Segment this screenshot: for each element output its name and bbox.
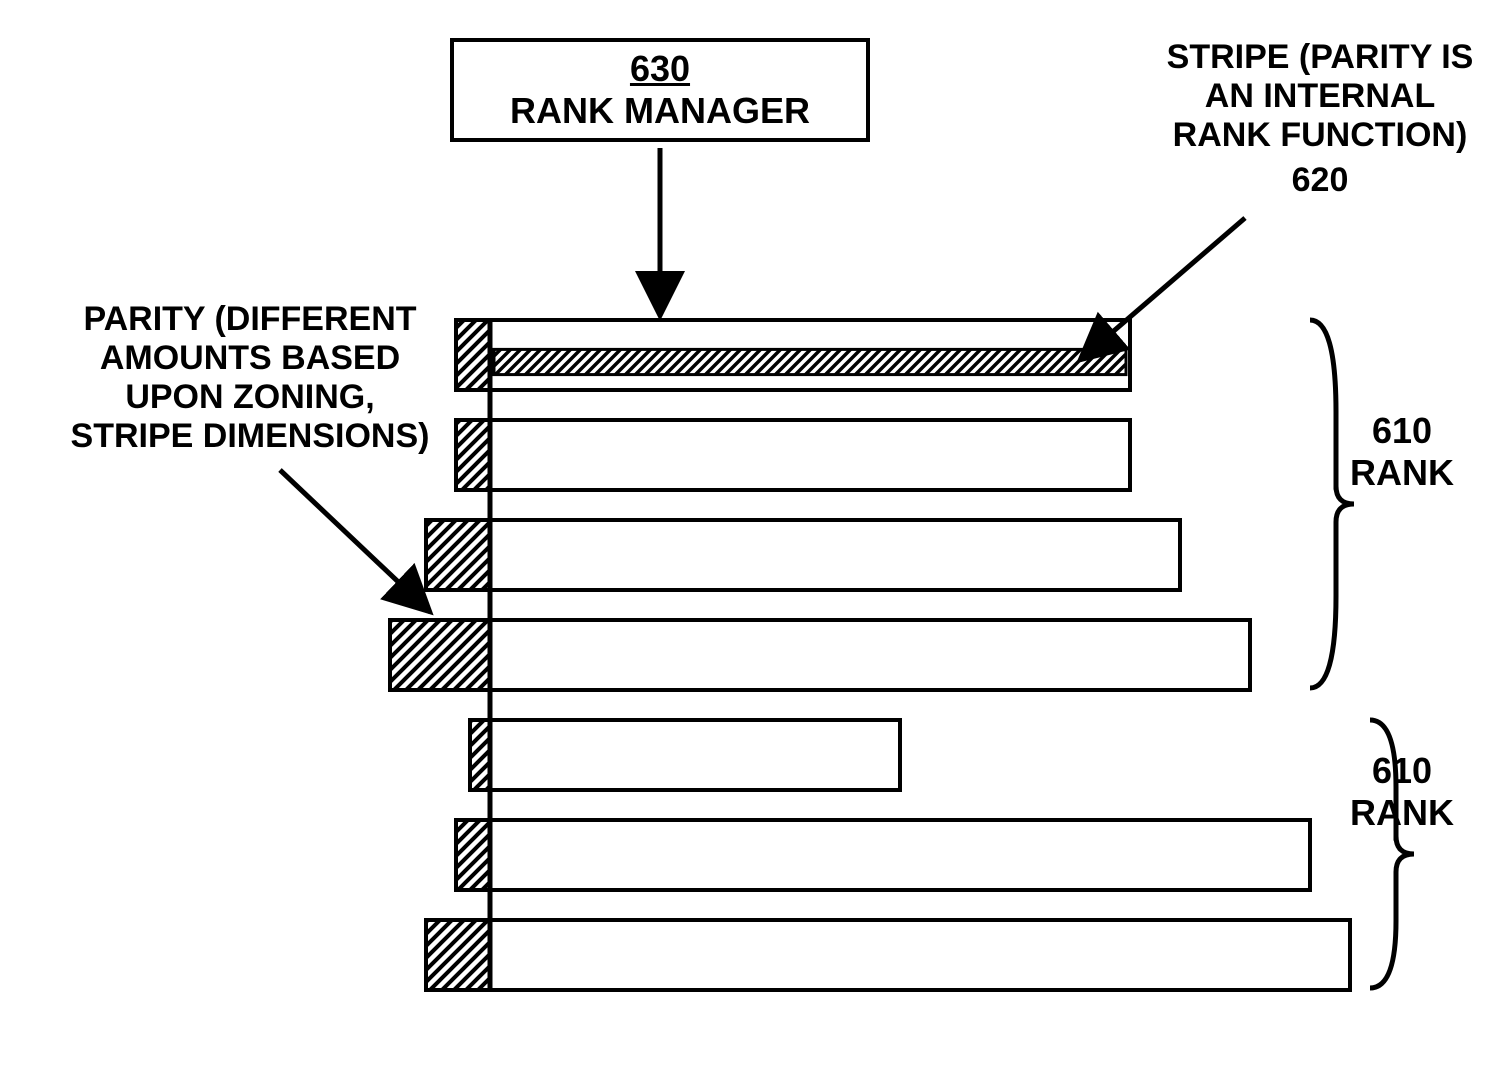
stripe-line-2: AN INTERNAL (1140, 77, 1496, 116)
rank-manager-number: 630 (474, 48, 846, 90)
parity-line-3: UPON ZONING, (60, 378, 440, 417)
rank-word-2: RANK (1350, 792, 1454, 834)
parity-callout-label: PARITY (DIFFERENT AMOUNTS BASED UPON ZON… (60, 300, 440, 456)
diagram-root: 630 RANK MANAGER STRIPE (PARITY IS AN IN… (20, 20, 1476, 1034)
rank-manager-label: RANK MANAGER (474, 90, 846, 132)
parity-line-2: AMOUNTS BASED (60, 339, 440, 378)
rank-word-1: RANK (1350, 452, 1454, 494)
stripe-callout-label: STRIPE (PARITY IS AN INTERNAL RANK FUNCT… (1140, 38, 1496, 200)
stripe-number: 620 (1140, 161, 1496, 200)
stripe-line-3: RANK FUNCTION) (1140, 116, 1496, 155)
parity-line-1: PARITY (DIFFERENT (60, 300, 440, 339)
rank-label-1: 610 RANK (1350, 410, 1454, 494)
rank-manager-box: 630 RANK MANAGER (450, 38, 870, 142)
rank-label-2: 610 RANK (1350, 750, 1454, 834)
rank-number-2: 610 (1350, 750, 1454, 792)
rank-number-1: 610 (1350, 410, 1454, 452)
parity-line-4: STRIPE DIMENSIONS) (60, 417, 440, 456)
stripe-line-1: STRIPE (PARITY IS (1140, 38, 1496, 77)
